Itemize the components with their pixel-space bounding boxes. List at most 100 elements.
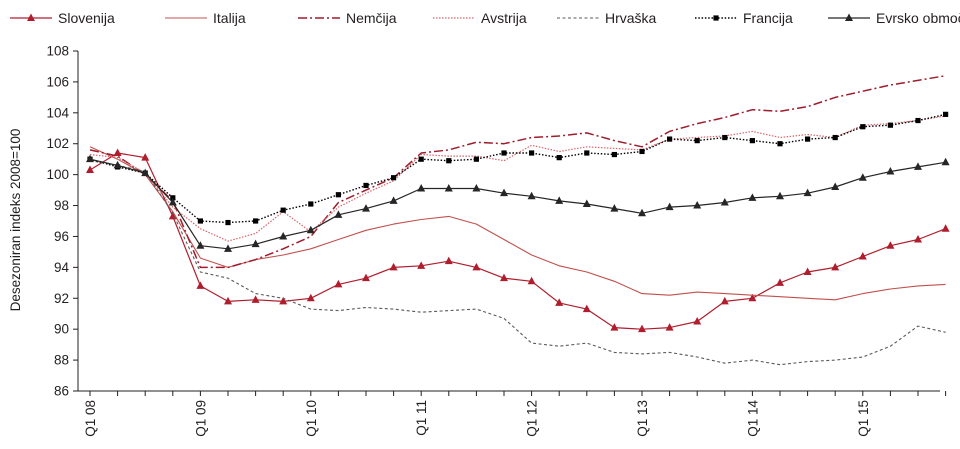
data-point <box>914 162 922 170</box>
series-line <box>89 158 946 250</box>
data-point <box>362 273 370 282</box>
y-tick-label: 96 <box>54 229 69 244</box>
x-tick-label: Q1 15 <box>856 400 871 437</box>
x-tick-label: Q1 12 <box>525 400 540 437</box>
data-point <box>886 167 895 175</box>
data-point <box>446 158 452 164</box>
data-point <box>500 188 508 197</box>
data-point <box>777 141 783 147</box>
series-line <box>89 146 946 301</box>
data-point <box>556 155 562 161</box>
data-point <box>363 182 369 189</box>
legend-marker <box>845 13 853 21</box>
series-avstrija <box>89 115 946 242</box>
data-point <box>170 195 176 201</box>
legend-label: Francija <box>743 10 793 26</box>
data-point <box>915 117 921 124</box>
data-point <box>501 150 507 156</box>
x-tick-label: Q1 10 <box>304 400 319 437</box>
data-point <box>113 148 122 156</box>
data-point <box>943 111 949 117</box>
data-point <box>776 278 784 286</box>
data-point <box>639 148 645 155</box>
data-point <box>886 241 895 249</box>
y-axis: 86 88 90 92 94 96 98 100 102 104 106 108 <box>46 44 79 399</box>
data-point <box>582 304 591 313</box>
data-point <box>941 157 950 166</box>
data-point <box>584 150 590 156</box>
x-tick-label: Q1 13 <box>635 400 650 437</box>
y-tick-label: 98 <box>54 198 69 213</box>
y-tick-label: 88 <box>54 353 69 368</box>
data-point <box>748 293 757 302</box>
data-point <box>527 191 536 200</box>
data-point <box>803 267 812 275</box>
data-point <box>280 207 286 213</box>
series-line <box>89 152 946 330</box>
legend-marker <box>713 15 719 21</box>
series-line <box>89 115 946 242</box>
data-point <box>417 261 426 269</box>
data-point <box>224 244 232 252</box>
data-point <box>720 296 729 305</box>
legend-label: Hrvaška <box>605 10 657 26</box>
data-point <box>555 298 564 306</box>
data-point <box>279 296 288 305</box>
data-point <box>196 241 205 249</box>
legend-item: Italija <box>165 10 246 26</box>
x-tick-label: Q1 09 <box>193 400 208 437</box>
data-point <box>749 138 755 144</box>
series-line <box>89 74 946 269</box>
series-evrsko-območje <box>86 154 950 252</box>
data-point <box>141 153 150 161</box>
data-point <box>694 138 700 144</box>
legend-item: Nemčija <box>298 10 397 26</box>
data-point <box>362 204 370 212</box>
data-point <box>941 224 950 232</box>
data-point <box>858 252 867 260</box>
data-point <box>803 188 812 197</box>
data-point <box>389 262 398 271</box>
data-point <box>224 296 232 305</box>
data-point <box>693 316 702 325</box>
data-point <box>334 279 343 288</box>
data-point <box>472 262 481 271</box>
data-point <box>141 168 150 177</box>
legend-label: Nemčija <box>346 10 397 26</box>
data-point <box>860 124 866 130</box>
data-point <box>722 134 728 141</box>
legend-marker <box>27 13 35 21</box>
series-nemčija <box>89 74 946 269</box>
y-axis-title: Desezoniran indeks 2008=100 <box>8 129 23 312</box>
series-line <box>89 160 946 366</box>
data-point <box>306 293 315 302</box>
data-point <box>582 199 591 207</box>
y-tick-label: 94 <box>54 260 70 275</box>
data-point <box>638 208 646 217</box>
data-point <box>667 136 673 142</box>
series-slovenija <box>86 148 950 333</box>
series-italija <box>89 146 946 301</box>
data-point <box>306 225 315 234</box>
data-point <box>279 231 288 240</box>
y-tick-label: 104 <box>46 105 69 120</box>
data-point <box>418 156 424 162</box>
legend-item: Avstrija <box>433 10 527 26</box>
legend: Slovenija Italija Nemčija Avstrija Hrvaška Fr… <box>10 10 960 26</box>
y-tick-label: 92 <box>54 291 69 306</box>
data-point <box>776 191 784 200</box>
plot-area <box>86 74 950 366</box>
y-tick-label: 90 <box>54 322 69 337</box>
legend-label: Evrsko območje <box>876 10 960 26</box>
data-point <box>444 184 453 192</box>
data-point <box>473 156 479 162</box>
y-tick-label: 106 <box>46 74 69 89</box>
data-point <box>529 150 535 156</box>
data-point <box>417 184 426 192</box>
data-point <box>665 323 674 331</box>
data-point <box>887 122 893 128</box>
data-point <box>196 281 205 289</box>
data-point <box>611 151 617 158</box>
data-point <box>251 295 260 303</box>
